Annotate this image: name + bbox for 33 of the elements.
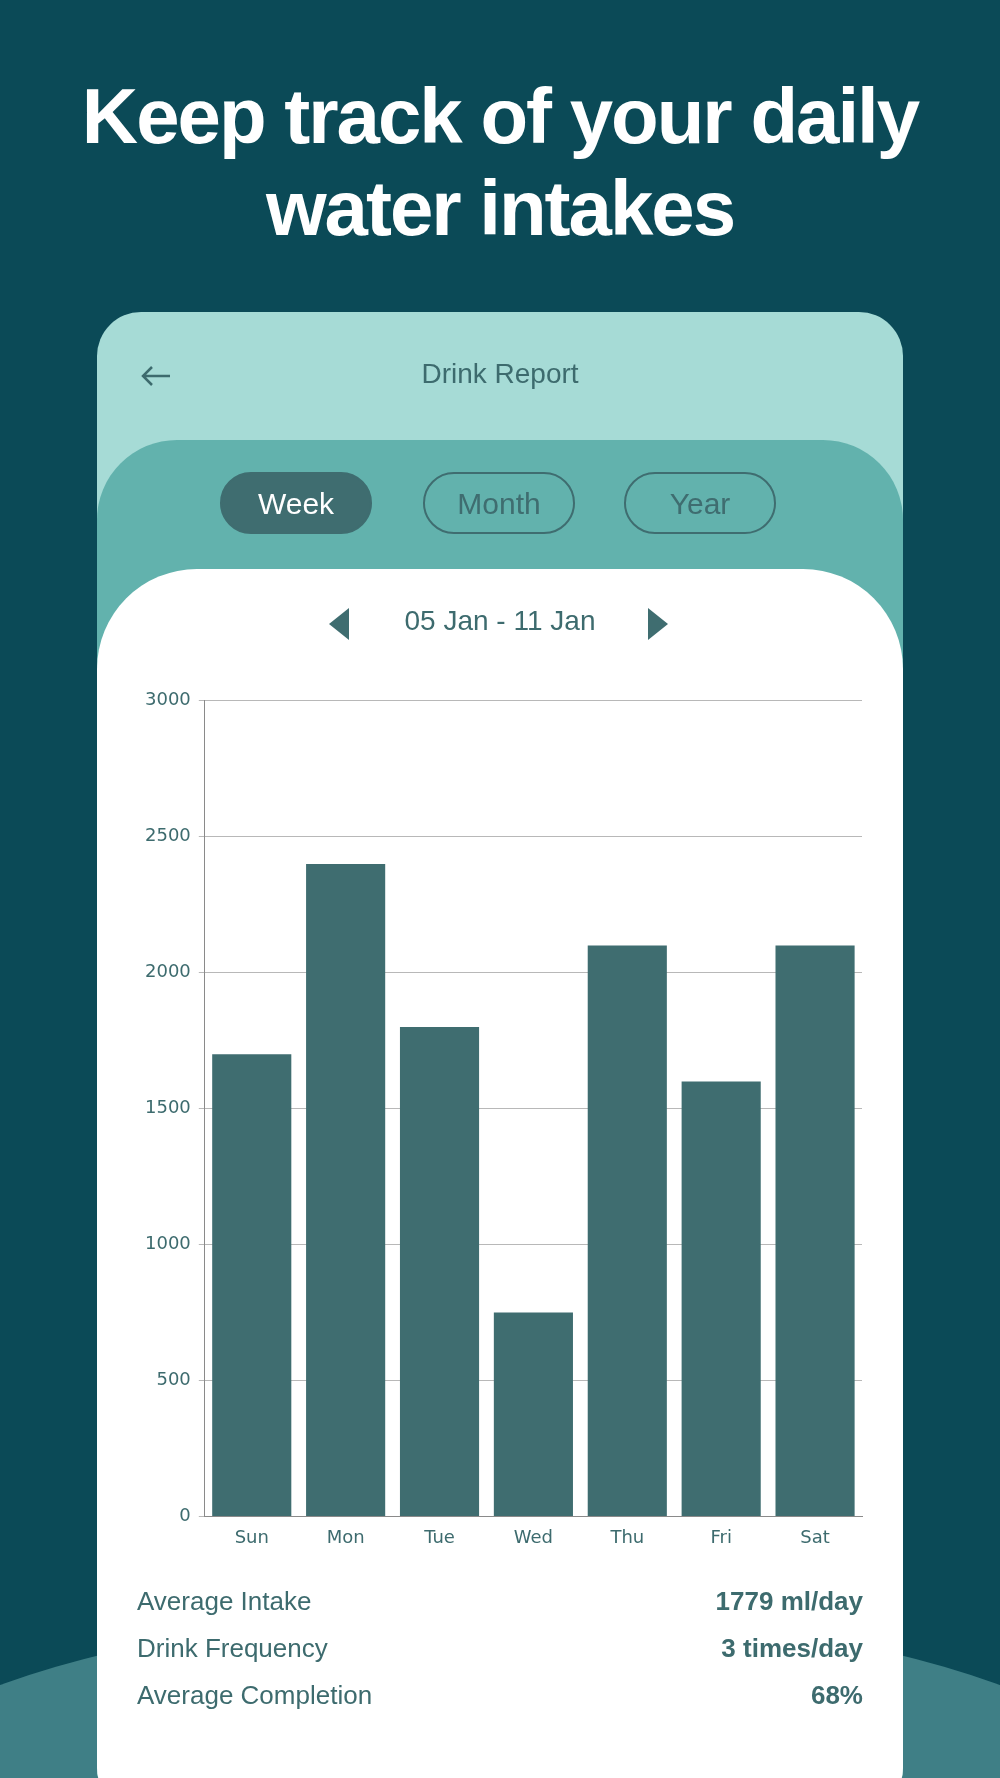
text: Average Completion [137, 1680, 373, 1711]
y-tick-label: 0 [179, 1504, 191, 1526]
y-tick-label: 3000 [145, 688, 191, 710]
text: 3 times/day [721, 1633, 863, 1664]
y-tick-label: 500 [156, 1368, 191, 1390]
bar [212, 1054, 292, 1516]
text: 1779 ml/day [715, 1586, 863, 1617]
bar [399, 1027, 480, 1516]
bar [587, 945, 667, 1516]
text: Drink Frequency [137, 1633, 328, 1664]
text: Week [220, 472, 372, 534]
x-tick-label: Wed [513, 1525, 554, 1547]
text: Year [624, 472, 776, 534]
text: 05 Jan - 11 Jan [403, 605, 597, 637]
x-tick-label: Sat [800, 1525, 830, 1547]
bar [775, 945, 855, 1516]
y-tick-label: 2500 [145, 824, 191, 846]
bar [306, 863, 386, 1516]
text: Average Intake [137, 1586, 312, 1617]
text: Month [423, 472, 575, 534]
x-tick-label: Thu [609, 1525, 645, 1547]
x-tick-label: Fri [710, 1525, 732, 1547]
chart-title: Keep track of your daily water intakes [80, 71, 921, 254]
bar [493, 1312, 573, 1516]
x-tick-label: Tue [423, 1525, 455, 1547]
y-tick-label: 1000 [145, 1232, 191, 1254]
text: 68% [810, 1680, 863, 1711]
y-tick-label: 2000 [145, 960, 191, 982]
x-tick-label: Sun [234, 1525, 269, 1547]
chart-subtitle: Drink Report [420, 358, 580, 390]
y-tick-label: 1500 [145, 1096, 191, 1118]
x-tick-label: Mon [326, 1525, 365, 1547]
bar [681, 1081, 761, 1516]
